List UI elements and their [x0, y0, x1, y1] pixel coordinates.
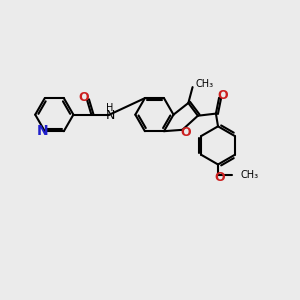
Text: O: O [217, 89, 228, 102]
Text: O: O [79, 91, 89, 104]
Text: O: O [214, 171, 225, 184]
Text: CH₃: CH₃ [240, 170, 258, 180]
Text: N: N [105, 109, 115, 122]
Text: CH₃: CH₃ [196, 79, 214, 88]
Text: H: H [106, 103, 114, 113]
Text: O: O [181, 126, 191, 139]
Text: N: N [37, 124, 48, 138]
